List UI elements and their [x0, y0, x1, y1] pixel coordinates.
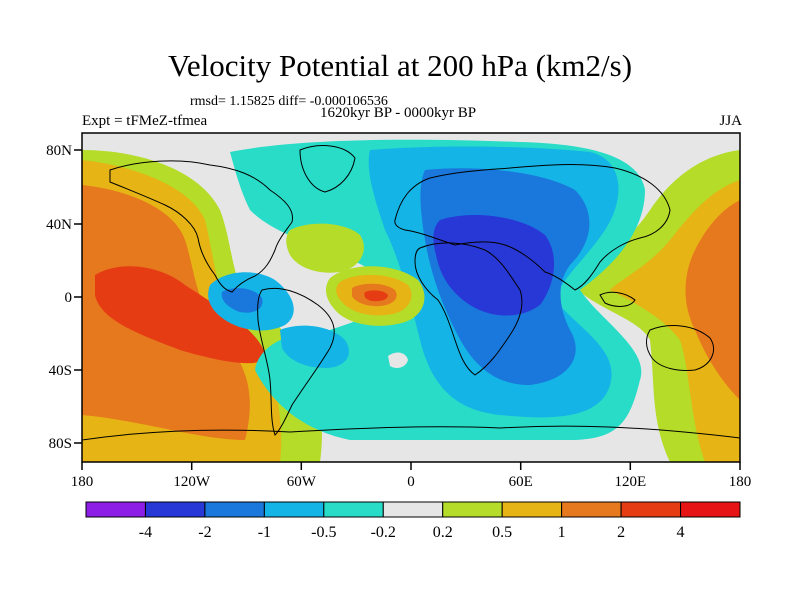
x-tick-label: 60W [287, 474, 317, 490]
colorbar-label: -2 [198, 524, 211, 541]
colorbar-labels: -4 -2 -1 -0.5 -0.2 0.2 0.5 1 2 4 [139, 524, 685, 541]
colorbar-swatch [323, 501, 384, 518]
colorbar-label: 0.2 [433, 524, 453, 541]
colorbar-label: -0.2 [371, 524, 396, 541]
colorbar-swatch [263, 501, 325, 518]
colorbar-swatch [204, 501, 265, 518]
y-tick-label: 80S [49, 436, 72, 452]
colorbar-swatch [382, 501, 444, 518]
colorbar-label: 2 [617, 524, 625, 541]
experiment-label: Expt = tFMeZ-tfmea [82, 113, 208, 129]
x-tick-label: 120E [614, 474, 646, 490]
y-tick-label: 0 [65, 290, 73, 306]
x-tick-label: 60E [509, 474, 533, 490]
colorbar-label: 4 [677, 524, 685, 541]
colorbar-label: 0.5 [492, 524, 512, 541]
y-tick-labels: 80N 40N 0 40S 80S [46, 143, 72, 452]
x-tick-label: 180 [71, 474, 94, 490]
stats-label: rmsd= 1.15825 diff= -0.000106536 [190, 94, 388, 109]
colorbar-swatch [442, 501, 503, 518]
colorbar-label: 1 [558, 524, 566, 541]
map-title: Velocity Potential at 200 hPa (km2/s) [167, 48, 633, 83]
velocity-potential-field [82, 133, 740, 462]
y-tick-label: 80N [46, 143, 72, 159]
colorbar-swatch [620, 501, 682, 518]
colorbar-label: -1 [258, 524, 271, 541]
x-tick-labels: 180 120W 60W 0 60E 120E 180 [71, 474, 752, 490]
colorbar-swatch [144, 501, 206, 518]
colorbar-swatch [680, 501, 741, 518]
y-tick-label: 40S [49, 363, 72, 379]
axis-ticks [74, 149, 741, 470]
colorbar-label: -4 [139, 524, 152, 541]
season-label: JJA [719, 113, 742, 129]
coastlines [82, 145, 740, 441]
x-tick-label: 120W [173, 474, 211, 490]
colorbar-swatch [501, 501, 563, 518]
colorbar [85, 501, 741, 518]
x-tick-label: 180 [729, 474, 752, 490]
colorbar-swatch [85, 501, 146, 518]
x-tick-label: 0 [407, 474, 415, 490]
colorbar-swatch [561, 501, 622, 518]
period-label: 1620kyr BP - 0000kyr BP [320, 105, 477, 121]
colorbar-label: -0.5 [311, 524, 336, 541]
y-tick-label: 40N [46, 217, 72, 233]
